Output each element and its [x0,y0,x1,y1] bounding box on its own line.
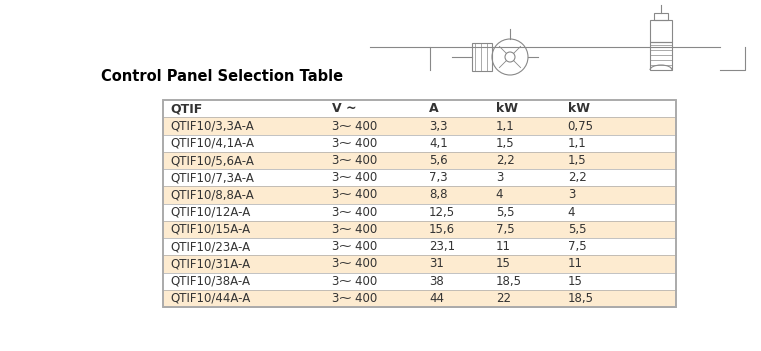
Text: 18,5: 18,5 [568,292,594,305]
Text: 3⁓ 400: 3⁓ 400 [332,223,377,236]
Text: 0,75: 0,75 [568,120,594,133]
Bar [163,238,676,255]
Bar [163,169,676,186]
Text: 7,5: 7,5 [496,223,514,236]
Bar [163,152,676,169]
Bar [163,100,676,307]
Text: V ~: V ~ [332,102,356,115]
Bar [163,221,676,238]
Bar [163,100,676,307]
Text: 15,6: 15,6 [429,223,455,236]
Text: 23,1: 23,1 [429,240,455,253]
Text: QTIF10/23A-A: QTIF10/23A-A [170,240,250,253]
Text: 3⁓ 400: 3⁓ 400 [332,240,377,253]
Text: 3: 3 [496,171,503,184]
Text: 1,1: 1,1 [568,137,587,150]
Text: 5,5: 5,5 [568,223,586,236]
Text: kW: kW [496,102,517,115]
Bar [163,272,676,290]
Text: 8,8: 8,8 [429,188,447,201]
Text: QTIF10/3,3A-A: QTIF10/3,3A-A [170,120,253,133]
Text: 1,5: 1,5 [568,154,586,167]
Text: 3⁓ 400: 3⁓ 400 [332,171,377,184]
Text: 18,5: 18,5 [496,274,522,287]
Bar [163,290,676,307]
Bar [472,43,492,71]
Text: QTIF10/31A-A: QTIF10/31A-A [170,257,250,270]
Bar [163,100,676,118]
Text: A: A [429,102,439,115]
Text: 7,5: 7,5 [568,240,586,253]
Text: QTIF10/5,6A-A: QTIF10/5,6A-A [170,154,254,167]
Text: 3⁓ 400: 3⁓ 400 [332,120,377,133]
Bar [650,42,672,70]
Text: 12,5: 12,5 [429,206,455,219]
Bar [163,255,676,272]
Text: 3: 3 [568,188,575,201]
Bar [163,135,676,152]
Text: 3⁓ 400: 3⁓ 400 [332,206,377,219]
Bar [163,204,676,221]
Text: 3⁓ 400: 3⁓ 400 [332,292,377,305]
Text: 3,3: 3,3 [429,120,447,133]
Text: 3⁓ 400: 3⁓ 400 [332,137,377,150]
Text: 7,3: 7,3 [429,171,447,184]
Text: QTIF10/38A-A: QTIF10/38A-A [170,274,250,287]
Text: Control Panel Selection Table: Control Panel Selection Table [101,69,343,84]
Text: 5,5: 5,5 [496,206,514,219]
Text: 11: 11 [496,240,511,253]
Text: kW: kW [568,102,590,115]
Text: 2,2: 2,2 [496,154,514,167]
Bar [654,13,668,20]
Text: QTIF10/8,8A-A: QTIF10/8,8A-A [170,188,253,201]
Text: 15: 15 [496,257,511,270]
Text: 31: 31 [429,257,444,270]
Text: 4,1: 4,1 [429,137,448,150]
Text: 44: 44 [429,292,444,305]
Text: QTIF10/15A-A: QTIF10/15A-A [170,223,250,236]
Text: 4: 4 [496,188,503,201]
Text: 22: 22 [496,292,511,305]
Text: 4: 4 [568,206,575,219]
Text: 1,5: 1,5 [496,137,514,150]
Text: 1,1: 1,1 [496,120,514,133]
Text: 11: 11 [568,257,583,270]
Text: QTIF10/12A-A: QTIF10/12A-A [170,206,250,219]
Bar [163,186,676,204]
Text: QTIF10/44A-A: QTIF10/44A-A [170,292,250,305]
Text: QTIF: QTIF [170,102,202,115]
Bar [163,118,676,135]
Text: QTIF10/4,1A-A: QTIF10/4,1A-A [170,137,254,150]
Bar [650,20,672,42]
Text: QTIF10/7,3A-A: QTIF10/7,3A-A [170,171,254,184]
Text: 5,6: 5,6 [429,154,447,167]
Text: 38: 38 [429,274,444,287]
Text: 15: 15 [568,274,583,287]
Text: 2,2: 2,2 [568,171,587,184]
Text: 3⁓ 400: 3⁓ 400 [332,274,377,287]
Text: 3⁓ 400: 3⁓ 400 [332,188,377,201]
Text: 3⁓ 400: 3⁓ 400 [332,154,377,167]
Text: 3⁓ 400: 3⁓ 400 [332,257,377,270]
